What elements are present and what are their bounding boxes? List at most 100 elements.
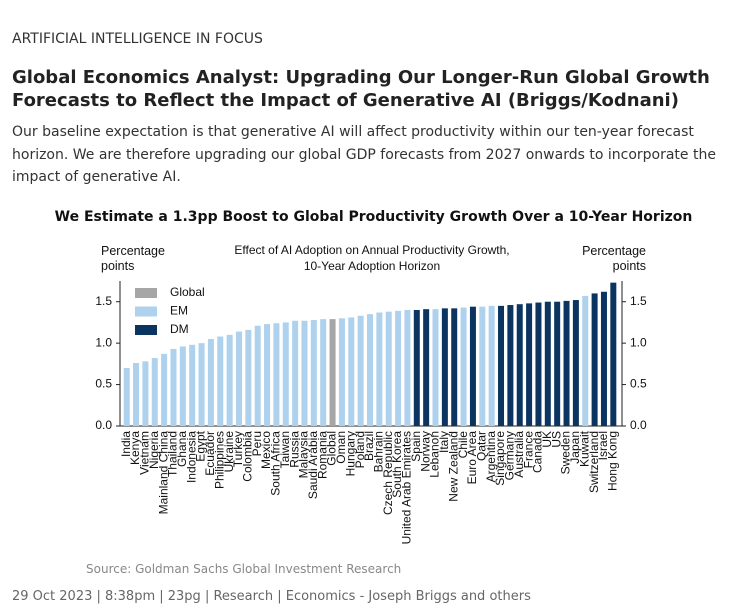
bar <box>329 319 336 426</box>
bar <box>413 310 420 426</box>
bar <box>572 300 579 426</box>
y-tick-label: 1.5 <box>95 294 112 308</box>
x-tick-label: Mainland China <box>156 431 170 515</box>
x-tick-label: Israel <box>596 431 610 460</box>
x-tick-label: Spain <box>409 431 423 462</box>
x-tick-label: Philippines <box>212 431 226 489</box>
x-tick-label: Kenya <box>128 431 142 465</box>
x-tick-label: Lebanon <box>428 431 442 478</box>
x-tick-label: Romania <box>315 431 329 479</box>
bar <box>310 319 317 426</box>
legend-label: Global <box>170 285 205 299</box>
x-tick-label: Nigeria <box>147 431 161 469</box>
bar <box>563 300 570 426</box>
bar <box>301 320 308 426</box>
bar <box>179 346 186 426</box>
x-tick-label: Kuwait <box>577 430 591 467</box>
bar <box>151 358 158 426</box>
x-tick-label: Germany <box>503 431 517 480</box>
bar <box>217 336 224 426</box>
legend-swatch <box>135 288 157 298</box>
bar <box>357 315 364 426</box>
x-tick-label: South Africa <box>269 431 283 496</box>
bar <box>507 305 514 426</box>
x-tick-label: Sweden <box>559 431 573 474</box>
bar <box>488 305 495 426</box>
x-tick-label: US <box>549 431 563 448</box>
x-tick-label: Taiwan <box>278 431 292 468</box>
x-tick-label: Qatar <box>474 431 488 461</box>
bar <box>432 309 439 426</box>
x-tick-label: Ghana <box>175 431 189 467</box>
bar <box>441 308 448 426</box>
y2-tick-label: 0.5 <box>630 377 647 391</box>
source: Source: Goldman Sachs Global Investment … <box>86 562 402 576</box>
x-tick-label: Brazil <box>362 431 376 461</box>
bar <box>245 329 252 426</box>
bar <box>610 282 617 426</box>
bar <box>161 353 168 426</box>
bar <box>226 334 233 426</box>
bar <box>423 309 430 426</box>
x-tick-label: India <box>119 431 133 457</box>
bar <box>282 322 289 426</box>
bar <box>526 303 533 426</box>
kicker: ARTIFICIAL INTELLIGENCE IN FOCUS <box>12 31 263 47</box>
bar <box>385 311 392 426</box>
bar <box>554 301 561 426</box>
bar <box>535 302 542 426</box>
x-tick-label: Chile <box>456 431 470 459</box>
x-tick-label: Czech Republic <box>381 431 395 515</box>
bar <box>133 363 140 426</box>
bar <box>273 323 280 426</box>
legend-swatch <box>135 325 157 335</box>
bar <box>376 312 383 426</box>
bar <box>207 339 214 426</box>
legend-label: DM <box>170 322 189 336</box>
x-tick-label: Vietnam <box>138 431 152 475</box>
x-tick-label: United Arab Emirates <box>400 431 414 544</box>
x-tick-label: Switzerland <box>587 431 601 493</box>
bar <box>395 310 402 426</box>
legend-swatch <box>135 306 157 317</box>
x-tick-label: Malaysia <box>297 431 311 479</box>
chart-subtitle: 10-Year Adoption Horizon <box>304 259 440 273</box>
x-tick-label: Japan <box>568 431 582 464</box>
x-tick-label: Indonesia <box>184 431 198 483</box>
x-tick-label: Singapore <box>493 431 507 486</box>
bar <box>142 361 149 426</box>
y-tick-label: 1.0 <box>95 335 112 349</box>
chart-title: We Estimate a 1.3pp Boost to Global Prod… <box>54 209 693 225</box>
x-tick-label: Ukraine <box>222 431 236 473</box>
x-tick-label: Poland <box>353 431 367 468</box>
bar <box>460 307 467 426</box>
x-tick-label: Thailand <box>166 431 180 477</box>
y2-tick-label: 1.5 <box>630 294 647 308</box>
bar <box>591 293 598 426</box>
x-tick-label: Argentina <box>484 431 498 483</box>
bar <box>235 331 242 426</box>
x-tick-label: South Korea <box>390 431 404 498</box>
x-tick-label: Saudi Arabia <box>306 431 320 499</box>
bar <box>469 306 476 426</box>
y-tick-label: 0.0 <box>95 418 112 432</box>
x-tick-label: New Zealand <box>446 431 460 502</box>
bar <box>582 295 589 426</box>
chart: Effect of AI Adoption on Annual Producti… <box>95 243 647 544</box>
x-tick-label: UK <box>540 431 554 448</box>
bar <box>600 291 607 426</box>
x-tick-label: Mexico <box>259 431 273 469</box>
x-tick-label: Euro Area <box>465 431 479 485</box>
bar <box>320 319 327 426</box>
x-tick-label: Hungary <box>343 431 357 476</box>
bar <box>451 308 458 426</box>
bar <box>544 301 551 426</box>
bar <box>254 325 261 426</box>
x-tick-label: Bahrain <box>372 431 386 472</box>
x-tick-label: Italy <box>437 431 451 453</box>
bar <box>292 320 299 426</box>
x-tick-label: Ecuador <box>203 431 217 476</box>
legend-label: EM <box>170 304 188 318</box>
x-tick-label: Australia <box>512 431 526 478</box>
